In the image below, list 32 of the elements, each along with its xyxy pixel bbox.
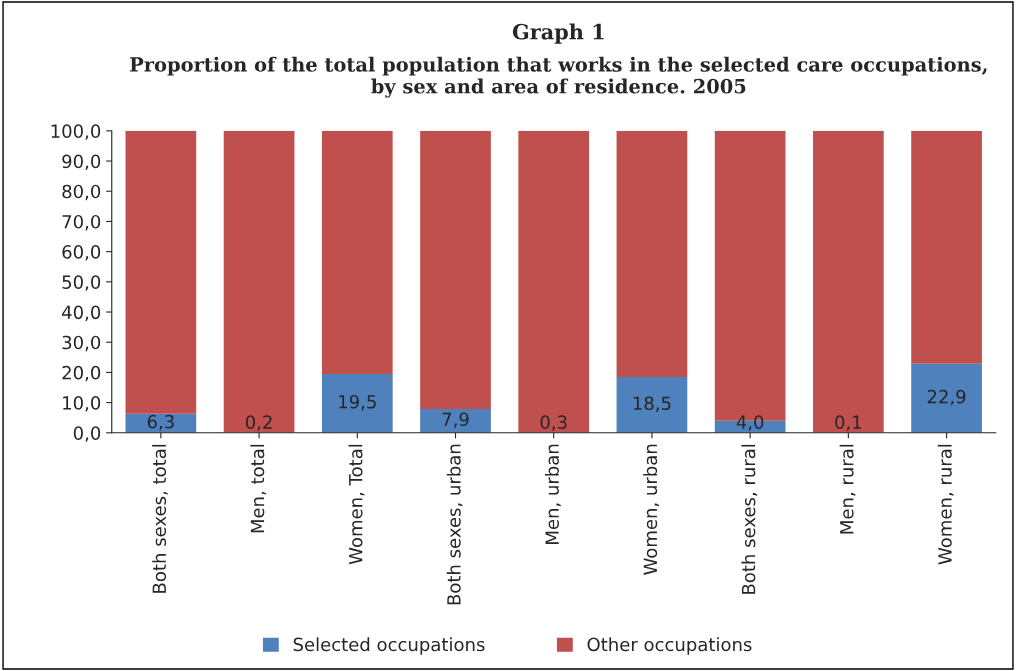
x-tick-label: Women, urban — [643, 444, 660, 575]
x-tick-label: Both sexes, rural — [741, 444, 758, 594]
data-label: 0,3 — [540, 415, 567, 431]
x-tick-label: Men, total — [250, 444, 267, 533]
x-tick-label: Women, rural — [937, 444, 954, 565]
chart-title: Graph 1 — [512, 23, 604, 44]
data-label: 6,3 — [147, 414, 174, 431]
y-tick-label: 30,0 — [62, 335, 101, 352]
data-label: 22,9 — [927, 389, 966, 406]
data-label: 19,5 — [339, 394, 376, 411]
data-label: 0,2 — [245, 415, 272, 431]
chart-subtitle: Proportion of the total population that works in the selected care occupations, by sex and area of residence. 2005 — [130, 56, 987, 98]
x-tick-label: Women, Total — [348, 444, 365, 565]
y-tick-label: 20,0 — [62, 365, 101, 382]
y-tick-label: 90,0 — [62, 154, 101, 170]
y-tick-label: 40,0 — [62, 305, 101, 321]
data-label: 7,9 — [442, 412, 469, 428]
y-tick-label: 100,0 — [51, 124, 101, 140]
x-tick-label: Both sexes, urban — [446, 444, 463, 605]
legend-label: Other occupations — [587, 637, 752, 655]
y-tick-label: 70,0 — [62, 214, 101, 231]
x-tick-label: Both sexes, total — [152, 444, 168, 593]
data-label: 18,5 — [633, 396, 671, 412]
data-label: 0,1 — [835, 415, 862, 431]
y-tick-label: 60,0 — [62, 245, 101, 261]
y-tick-label: 80,0 — [62, 184, 101, 201]
y-tick-label: 0,0 — [73, 426, 101, 442]
y-tick-label: 10,0 — [63, 396, 101, 412]
y-tick-label: 50,0 — [62, 275, 101, 291]
x-tick-label: Men, urban — [544, 444, 561, 544]
legend-label: Selected occupations — [293, 637, 485, 655]
x-tick-label: Men, rural — [839, 444, 856, 534]
